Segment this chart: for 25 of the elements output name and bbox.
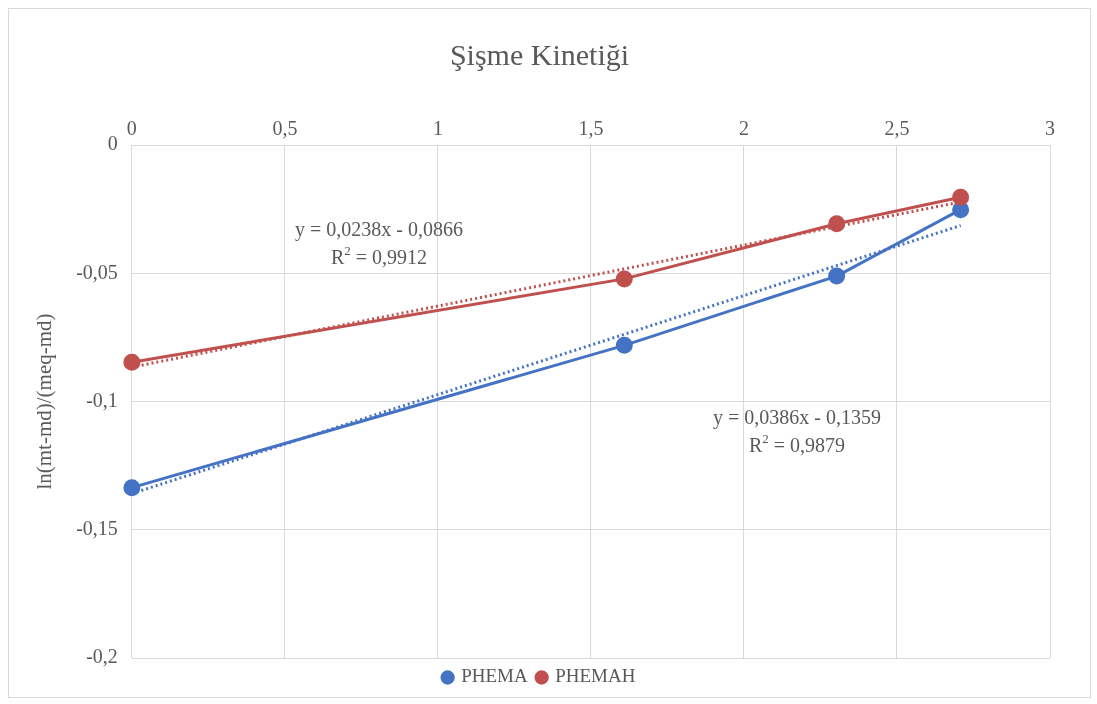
- y-tick-label: -0,1: [86, 388, 118, 411]
- point: [123, 353, 141, 371]
- point: [123, 479, 141, 497]
- y-axis-title: ln(mt-md)/(meq-md): [32, 313, 57, 490]
- x-tick-label: 3: [1045, 117, 1055, 140]
- x-tick-label: 2: [738, 117, 749, 140]
- chart-title: Şişme Kinetiği: [449, 37, 630, 71]
- point: [828, 215, 846, 233]
- point: [828, 267, 846, 285]
- x-tick-label: 0: [126, 117, 137, 140]
- legend-label: PHEMA: [461, 665, 528, 687]
- y-tick-label: -0,05: [76, 260, 118, 283]
- point: [615, 336, 633, 354]
- x-tick-label: 0,5: [272, 117, 298, 140]
- legend-label: PHEMAH: [555, 665, 636, 687]
- y-tick-label: -0,2: [86, 645, 118, 668]
- y-tick-label: 0: [107, 132, 118, 155]
- point: [952, 188, 970, 206]
- annotation: y = 0,0386x - 0,1359: [713, 406, 881, 430]
- x-tick-label: 2,5: [884, 117, 910, 140]
- annotation: y = 0,0238x - 0,0866: [295, 218, 463, 242]
- y-tick-label: -0,15: [76, 517, 118, 539]
- point: [615, 270, 633, 288]
- x-tick-label: 1: [432, 117, 443, 140]
- x-tick-label: 1,5: [578, 117, 604, 140]
